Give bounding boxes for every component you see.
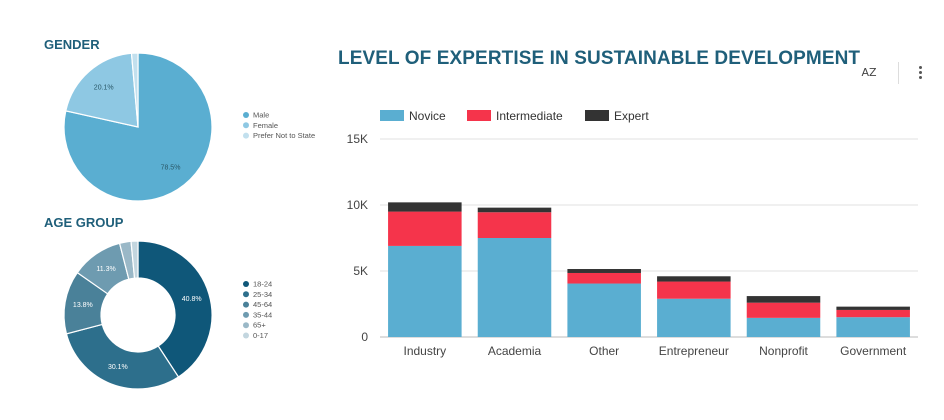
bar-novice-government[interactable] [836,317,910,337]
x-tick-label: Other [589,344,619,358]
age-legend-label: 18-24 [253,280,272,289]
bar-expert-other[interactable] [567,269,641,273]
bar-novice-entrepreneur[interactable] [657,298,731,337]
gender-slice-label: 20.1% [94,85,114,92]
y-tick-label: 0 [361,330,368,344]
gender-legend-swatch [243,112,249,118]
expertise-chart-title: LEVEL OF EXPERTISE IN SUSTAINABLE DEVELO… [338,48,861,69]
bar-expert-nonprofit[interactable] [746,296,821,303]
y-tick-label: 10K [347,198,368,212]
bar-intermediate-entrepreneur[interactable] [657,281,731,299]
age-slice-label: 13.8% [73,302,93,309]
gender-legend-label: Male [253,111,269,120]
bar-intermediate-government[interactable] [836,309,910,318]
toolbar-divider [898,62,899,84]
y-tick-label: 5K [353,264,368,278]
x-tick-label: Nonprofit [759,344,808,358]
age-legend-label: 0-17 [253,331,268,340]
bar-expert-industry[interactable] [388,202,462,212]
gender-legend-swatch [243,132,249,139]
gender-legend-swatch [243,122,249,129]
sort-az-icon[interactable]: AZ [861,66,877,79]
age-legend-swatch [243,291,249,298]
legend-swatch-expert [585,110,609,121]
age-slice-label: 40.8% [182,296,202,303]
bar-intermediate-nonprofit[interactable] [746,302,821,318]
bar-intermediate-academia[interactable] [477,212,552,238]
gender-slice-label: 78.5% [161,164,181,171]
gender-slice-Female[interactable] [65,52,139,128]
x-tick-label: Academia [488,344,542,358]
age-chart-title: AGE GROUP [44,215,124,230]
more-vert-icon[interactable] [912,64,928,84]
age-slice-18-24[interactable] [137,240,213,378]
legend-label-novice[interactable]: Novice [409,109,446,123]
gender-chart-title: GENDER [44,37,100,52]
age-slice-label: 11.3% [96,266,115,273]
age-legend-label: 45-64 [253,300,272,309]
age-legend-label: 65+ [253,321,266,330]
legend-label-expert[interactable]: Expert [614,109,649,123]
age-legend-label: 35-44 [253,310,272,319]
bar-novice-academia[interactable] [477,238,552,337]
gender-legend-label: Prefer Not to State [253,131,315,140]
bar-intermediate-industry[interactable] [388,211,462,246]
age-legend-swatch [243,332,249,339]
bar-expert-government[interactable] [836,306,910,310]
bar-intermediate-other[interactable] [567,272,641,284]
age-legend-label: 25-34 [253,290,272,299]
bar-novice-industry[interactable] [388,245,462,337]
age-legend-swatch [243,281,249,287]
x-tick-label: Entrepreneur [659,344,729,358]
bar-novice-other[interactable] [567,283,641,337]
age-legend-swatch [243,301,249,308]
bar-novice-nonprofit[interactable] [746,317,821,337]
age-slice-0-17[interactable] [130,240,139,279]
y-tick-label: 15K [347,132,368,146]
age-legend-swatch [243,311,249,318]
age-slice-label: 30.1% [108,364,128,371]
legend-swatch-intermediate [467,110,491,121]
age-slice-25-34[interactable] [65,323,180,390]
legend-label-intermediate[interactable]: Intermediate [496,109,563,123]
age-legend-swatch [243,322,249,329]
gender-legend-label: Female [253,121,278,130]
bar-expert-academia[interactable] [477,207,552,213]
x-tick-label: Government [840,344,907,358]
gender-slice-Prefer Not to State[interactable] [130,52,139,128]
legend-swatch-novice [380,110,404,121]
bar-expert-entrepreneur[interactable] [657,276,731,282]
x-tick-label: Industry [403,344,446,358]
